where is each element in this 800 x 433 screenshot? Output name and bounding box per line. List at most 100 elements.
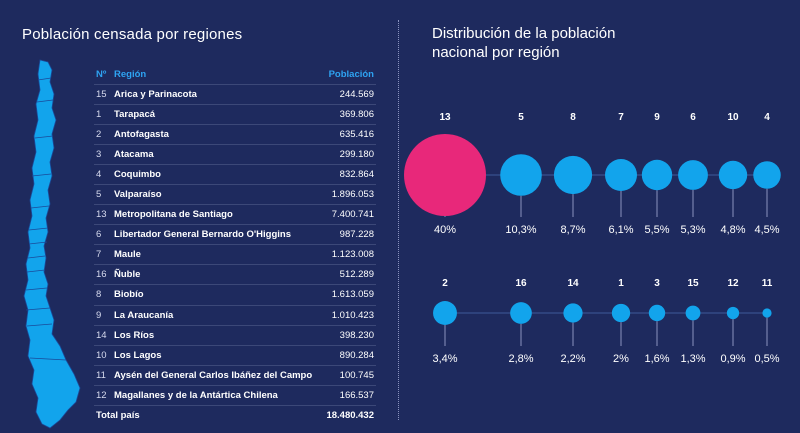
table-row: 10 Los Lagos 890.284 [94, 345, 376, 366]
region-number: 13 [94, 204, 112, 226]
region-number: 10 [94, 345, 112, 366]
region-name: Valparaíso [112, 184, 323, 206]
bubble-region-label: 8 [570, 112, 576, 123]
region-name: Aysén del General Carlos Ibáñez del Camp… [112, 365, 323, 386]
header-region: Región [112, 66, 323, 85]
region-number: 4 [94, 164, 112, 185]
region-population: 987.228 [322, 224, 376, 246]
bubble-region-6 [678, 160, 708, 190]
table-row: 2 Antofagasta 635.416 [94, 124, 376, 145]
region-name: Biobío [112, 284, 323, 306]
table-row: 3 Atacama 299.180 [94, 144, 376, 165]
region-population: 244.569 [322, 84, 376, 105]
bubble-region-label: 13 [439, 112, 451, 123]
bubble-region-label: 14 [567, 278, 579, 289]
table-row: 4 Coquimbo 832.864 [94, 164, 376, 185]
region-name: Arica y Parinacota [112, 84, 323, 105]
region-number: 6 [94, 224, 112, 246]
bubble-value-label: 2,8% [508, 353, 533, 365]
region-number: 15 [94, 84, 112, 105]
right-title: Distribución de la población nacional po… [432, 24, 732, 62]
region-population: 100.745 [322, 365, 376, 386]
region-population: 890.284 [322, 345, 376, 366]
chile-map-icon [23, 59, 81, 429]
region-population: 512.289 [322, 264, 376, 286]
table-row: 9 La Araucanía 1.010.423 [94, 305, 376, 326]
table-row: 8 Biobío 1.613.059 [94, 284, 376, 306]
bubble-region-1 [611, 303, 631, 323]
bubble-region-12 [726, 306, 740, 320]
bubble-value-label: 40% [434, 224, 456, 236]
bubble-value-label: 2% [613, 353, 629, 365]
regions-table: Nº Región Población 15 Arica y Parinacota… [94, 66, 376, 426]
region-name: Maule [112, 244, 323, 266]
region-number: 8 [94, 284, 112, 306]
bubble-value-label: 1,6% [644, 353, 669, 365]
bubble-value-label: 3,4% [432, 353, 457, 365]
bubble-value-label: 0,9% [720, 353, 745, 365]
header-num: Nº [94, 66, 112, 85]
divider [398, 20, 399, 420]
bubble-region-label: 11 [762, 278, 773, 289]
bubble-region-label: 3 [654, 278, 660, 289]
region-name: Metropolitana de Santiago [112, 204, 323, 226]
table-row: 13 Metropolitana de Santiago 7.400.741 [94, 204, 376, 226]
bubble-region-4 [753, 161, 781, 189]
region-population: 1.896.053 [322, 184, 376, 206]
right-title-line-2: nacional por región [432, 44, 560, 61]
bubble-region-3 [648, 304, 666, 322]
table-row: 12 Magallanes y de la Antártica Chilena 16… [94, 385, 376, 407]
table-row: 14 Los Ríos 398.230 [94, 325, 376, 346]
table-row: 15 Arica y Parinacota 244.569 [94, 84, 376, 105]
region-number: 9 [94, 305, 112, 326]
bubble-value-label: 10,3% [505, 224, 536, 236]
total-label: Total país [96, 410, 140, 422]
region-number: 2 [94, 124, 112, 145]
bubble-value-label: 6,1% [608, 224, 633, 236]
bubble-region-5 [500, 154, 542, 196]
region-number: 16 [94, 264, 112, 286]
region-number: 3 [94, 144, 112, 165]
right-title-line-1: Distribución de la población [432, 25, 616, 42]
region-population: 398.230 [322, 325, 376, 346]
bubble-region-10 [718, 160, 748, 190]
region-population: 832.864 [322, 164, 376, 185]
bubble-value-label: 8,7% [560, 224, 585, 236]
table-row: 5 Valparaíso 1.896.053 [94, 184, 376, 206]
left-title: Población censada por regiones [22, 26, 243, 43]
region-name: Libertador General Bernardo O'Higgins [112, 224, 323, 246]
region-name: Antofagasta [112, 124, 323, 145]
bubble-value-label: 5,5% [644, 224, 669, 236]
total-population: 18.480.432 [326, 410, 374, 422]
bubble-region-label: 6 [690, 112, 696, 123]
bubble-region-9 [641, 159, 673, 191]
bubble-value-label: 0,5% [754, 353, 779, 365]
region-population: 7.400.741 [322, 204, 376, 226]
bubble-region-2 [433, 301, 457, 325]
region-population: 166.537 [322, 385, 376, 407]
bubble-region-8 [553, 155, 593, 195]
table-row: 7 Maule 1.123.008 [94, 244, 376, 266]
table-header-row: Nº Región Población [94, 66, 376, 85]
bubble-value-label: 4,5% [754, 224, 779, 236]
bubble-region-15 [685, 305, 701, 321]
bubble-region-label: 5 [518, 112, 524, 123]
bubble-value-label: 2,2% [560, 353, 585, 365]
table-row: 1 Tarapacá 369.806 [94, 104, 376, 125]
bubble-region-16 [510, 302, 532, 324]
bubble-region-label: 12 [727, 278, 739, 289]
region-population: 299.180 [322, 144, 376, 165]
region-number: 11 [94, 365, 112, 386]
table-row: 11 Aysén del General Carlos Ibáñez del Ca… [94, 365, 376, 386]
bubble-value-label: 1,3% [680, 353, 705, 365]
region-name: Coquimbo [112, 164, 323, 185]
bubble-region-7 [604, 158, 638, 192]
region-name: La Araucanía [112, 305, 323, 326]
region-name: Tarapacá [112, 104, 323, 125]
region-population: 1.123.008 [322, 244, 376, 266]
bubble-value-label: 5,3% [680, 224, 705, 236]
region-name: Ñuble [112, 264, 323, 286]
bubble-region-label: 1 [618, 278, 624, 289]
bubble-region-13 [404, 134, 486, 216]
table-row: 16 Ñuble 512.289 [94, 264, 376, 286]
